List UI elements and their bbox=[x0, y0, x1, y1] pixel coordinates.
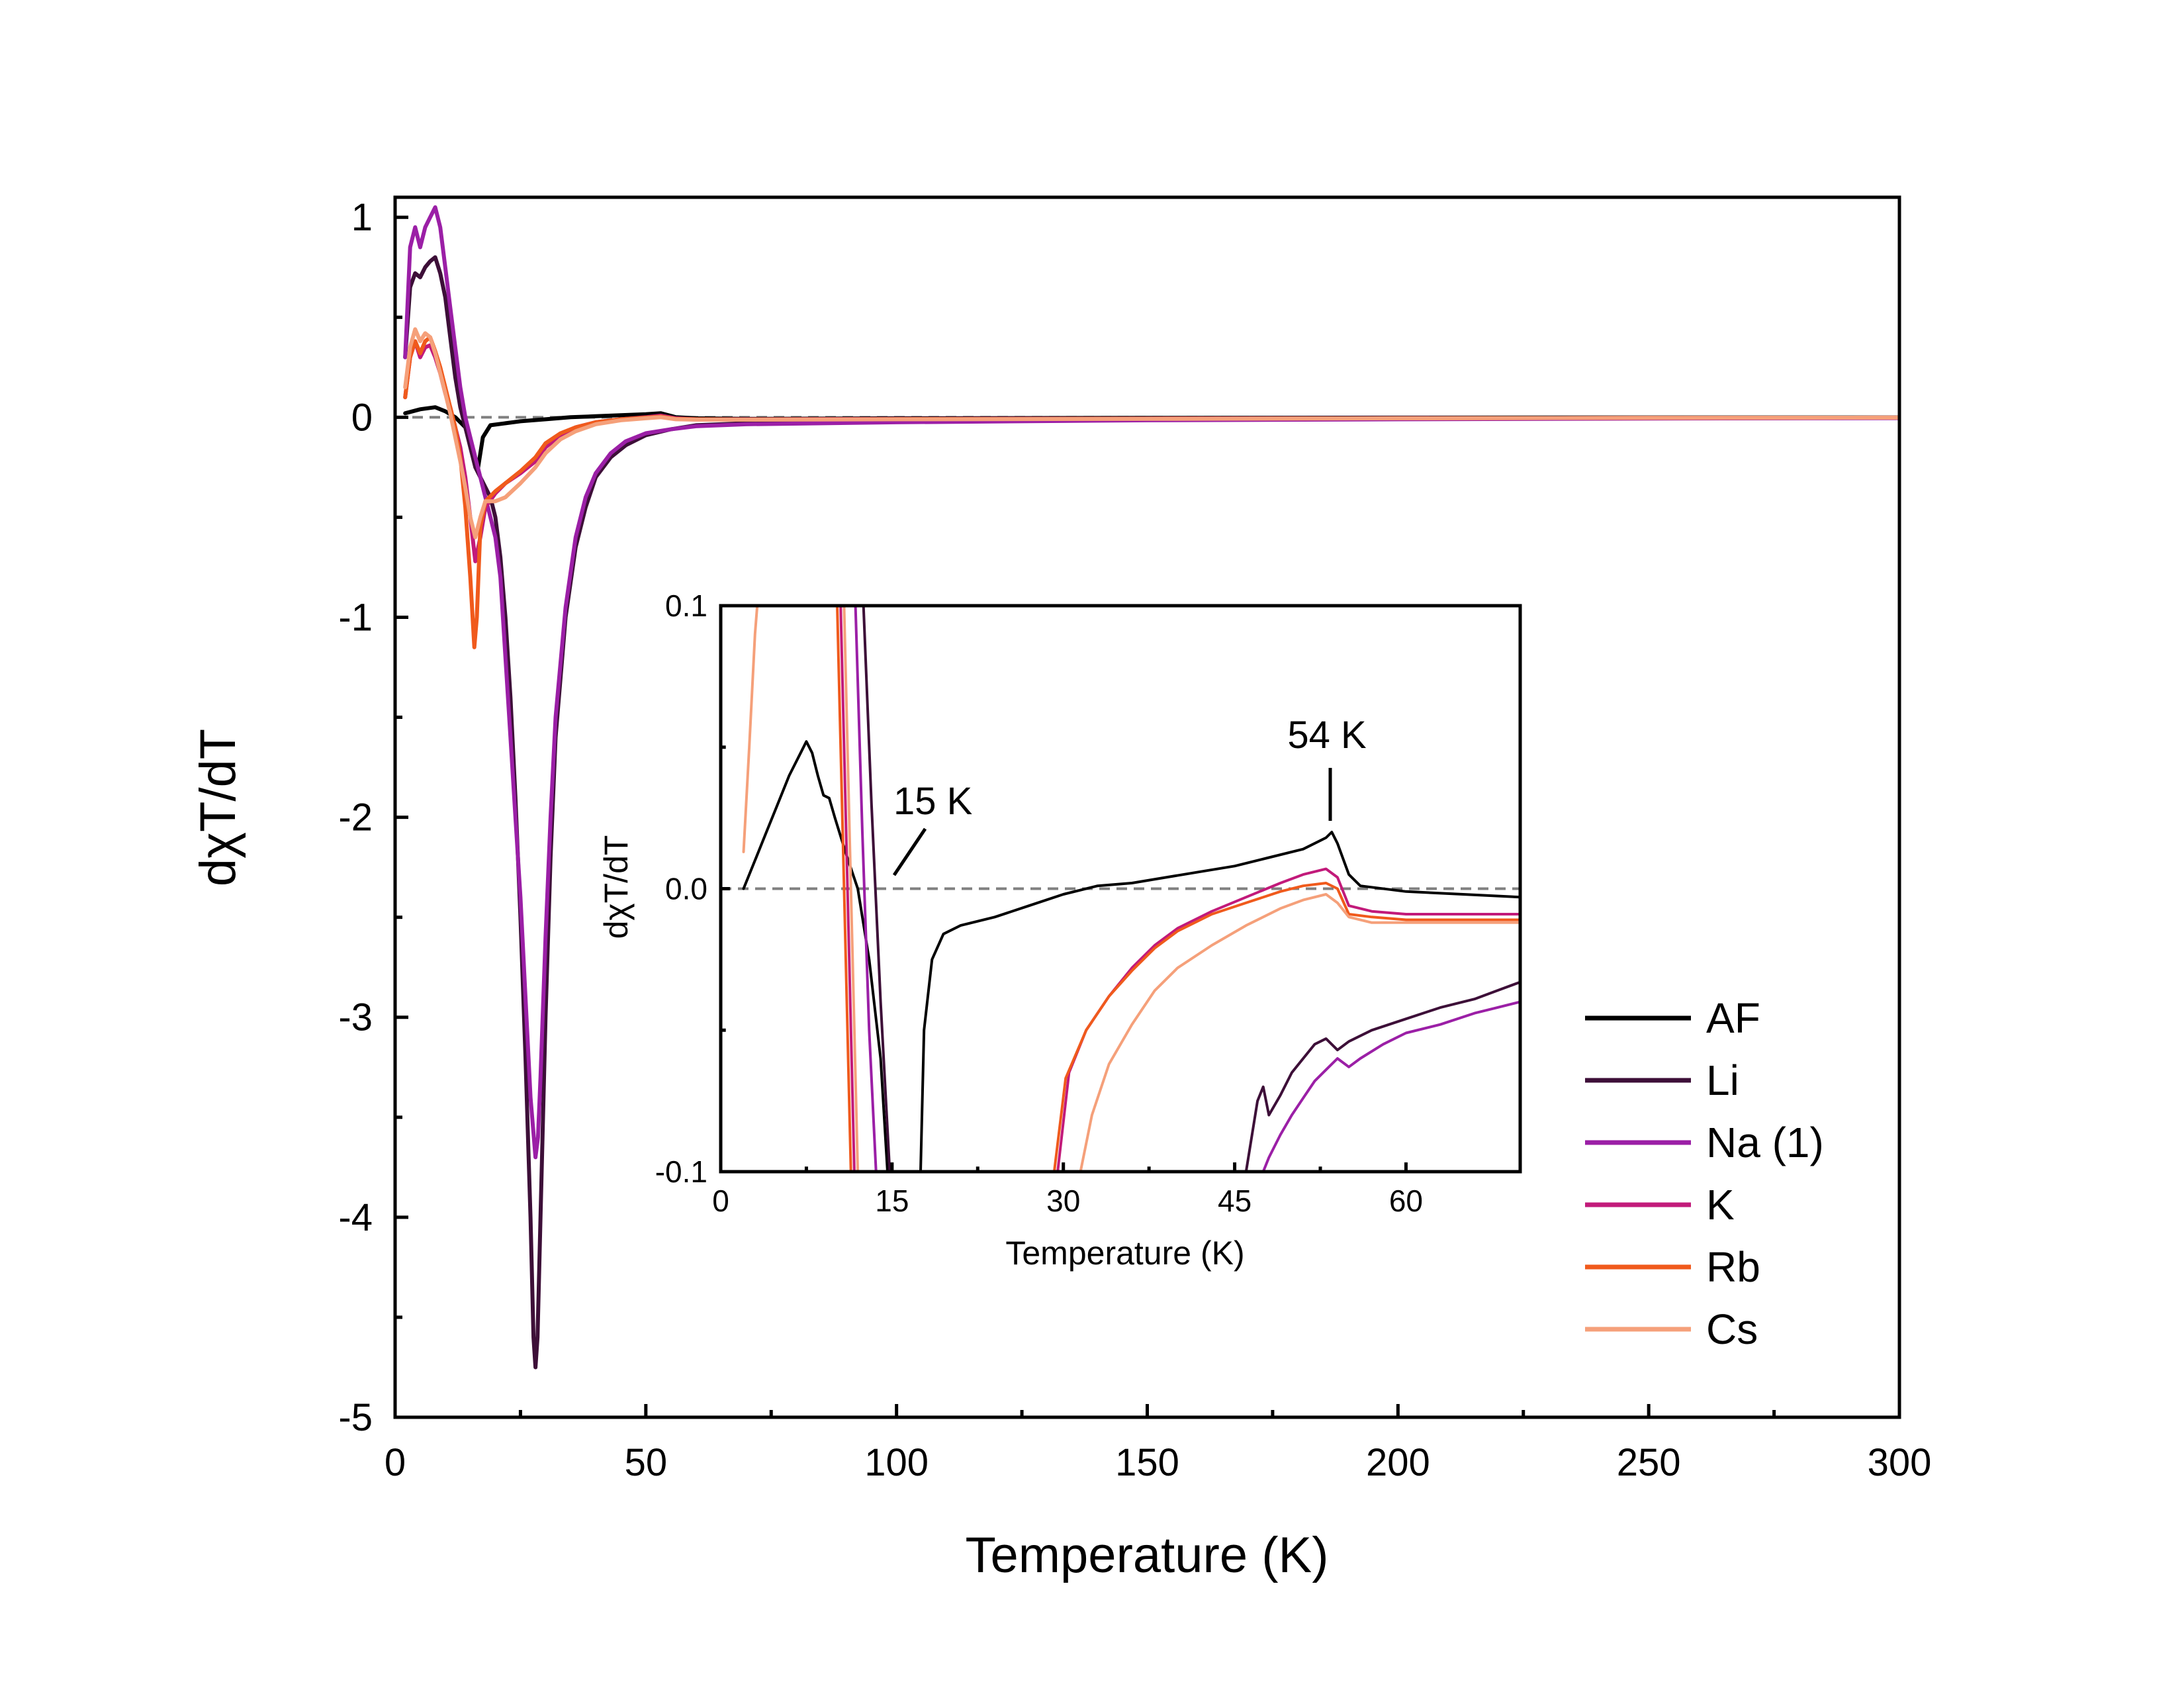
inset-x-tick-label: 0 bbox=[712, 1184, 729, 1218]
legend-label: AF bbox=[1706, 994, 1760, 1042]
inset-x-tick-label: 45 bbox=[1218, 1184, 1251, 1218]
inset-y-tick-label: 0.0 bbox=[665, 872, 707, 906]
inset-chart: 0 15 30 45 60 0.1 0.0 -0.1 Temperature (K) dχT… bbox=[598, 588, 1522, 1272]
inset-y-tick-label: 0.1 bbox=[665, 588, 707, 623]
inset-series-na-1 bbox=[854, 606, 878, 1172]
legend-label: K bbox=[1706, 1181, 1735, 1229]
main-x-tick-label: 250 bbox=[1617, 1441, 1681, 1484]
annotation-54k-label: 54 K bbox=[1287, 714, 1367, 757]
inset-series-rb bbox=[1052, 882, 1520, 1172]
legend-item-af: AF bbox=[1585, 994, 1760, 1042]
inset-series-af bbox=[919, 831, 1520, 1172]
main-x-tick-label: 300 bbox=[1868, 1441, 1932, 1484]
inset-x-tick-label: 15 bbox=[875, 1184, 909, 1218]
inset-y-tick-label: -0.1 bbox=[655, 1154, 707, 1189]
legend-label: Cs bbox=[1706, 1305, 1758, 1353]
main-y-tick-label: -3 bbox=[338, 996, 373, 1039]
main-y-tick-label: -1 bbox=[338, 596, 373, 639]
inset-x-axis-title: Temperature (K) bbox=[1005, 1235, 1244, 1272]
legend-label: Na (1) bbox=[1706, 1119, 1824, 1166]
main-y-tick-label: -2 bbox=[338, 796, 373, 839]
inset-series-cs bbox=[742, 606, 759, 853]
main-y-tick-label: -5 bbox=[338, 1396, 373, 1439]
inset-y-axis-title: dχT/dT bbox=[598, 835, 635, 939]
inset-series-rb bbox=[836, 606, 852, 1172]
annotation-15k-label: 15 K bbox=[893, 780, 973, 823]
main-x-axis: 0 50 100 150 200 250 300 bbox=[385, 1404, 1932, 1484]
annotation-15k-leader bbox=[892, 827, 927, 876]
main-x-tick-label: 150 bbox=[1115, 1441, 1179, 1484]
main-y-tick-label: 1 bbox=[351, 196, 373, 239]
main-series-k bbox=[403, 339, 1899, 563]
inset-series-cs bbox=[1079, 893, 1520, 1172]
legend: AF Li Na (1) K Rb Cs bbox=[1585, 994, 1824, 1353]
inset-x-tick-label: 60 bbox=[1389, 1184, 1423, 1218]
main-x-tick-label: 0 bbox=[385, 1441, 406, 1484]
inset-series-na-1 bbox=[1261, 1000, 1520, 1172]
legend-item-na-1: Na (1) bbox=[1585, 1119, 1824, 1166]
main-series-group bbox=[403, 205, 1899, 1370]
main-y-axis-title: dχT/dT bbox=[190, 729, 246, 886]
inset-x-tick-label: 30 bbox=[1046, 1184, 1080, 1218]
main-series-rb bbox=[403, 335, 1899, 649]
main-series-cs bbox=[403, 327, 1899, 539]
main-y-tick-label: 0 bbox=[351, 396, 373, 439]
main-series-na-1 bbox=[403, 205, 1899, 1160]
legend-item-rb: Rb bbox=[1585, 1243, 1760, 1291]
main-x-axis-title: Temperature (K) bbox=[965, 1527, 1328, 1583]
legend-item-cs: Cs bbox=[1585, 1305, 1758, 1353]
inset-x-axis: 0 15 30 45 60 bbox=[712, 1162, 1423, 1218]
inset-series-cs bbox=[842, 606, 860, 1172]
inset-series-af bbox=[742, 740, 889, 1172]
inset-series-group bbox=[742, 606, 1520, 1172]
main-y-axis: 1 0 -1 -2 -3 -4 -5 bbox=[338, 196, 408, 1439]
main-x-tick-label: 50 bbox=[625, 1441, 668, 1484]
inset-series-k bbox=[839, 606, 856, 1172]
main-x-tick-label: 100 bbox=[864, 1441, 929, 1484]
inset-annotations: 15 K 54 K bbox=[892, 714, 1367, 876]
legend-label: Rb bbox=[1706, 1243, 1760, 1291]
legend-item-k: K bbox=[1585, 1181, 1735, 1229]
inset-series-li bbox=[862, 606, 891, 1172]
inset-y-axis: 0.1 0.0 -0.1 bbox=[655, 588, 730, 1189]
main-y-tick-label: -4 bbox=[338, 1196, 373, 1239]
legend-item-li: Li bbox=[1585, 1056, 1739, 1104]
inset-series-li bbox=[1244, 980, 1520, 1172]
main-chart: 0 50 100 150 200 250 300 10-1-2-3-4-5 Temperat… bbox=[190, 195, 1932, 1583]
main-x-tick-label: 200 bbox=[1366, 1441, 1430, 1484]
legend-label: Li bbox=[1706, 1056, 1739, 1104]
